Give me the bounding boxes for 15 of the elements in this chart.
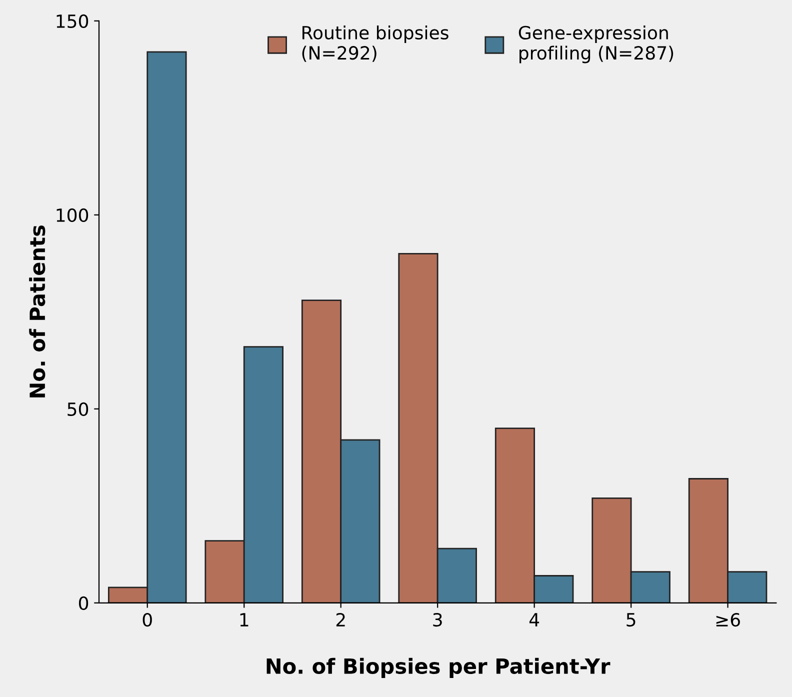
legend-label: Routine biopsies (N=292): [302, 26, 448, 62]
x-tick-label: ≥6: [716, 612, 740, 627]
x-tick-label: 5: [626, 613, 636, 627]
x-tick-label: 1: [240, 613, 248, 626]
y-tick-label: 0: [78, 596, 88, 610]
legend-label: Gene-expression profiling (N=287): [518, 26, 674, 64]
x-tick-label: 0: [142, 612, 152, 627]
y-tick-label: 150: [56, 14, 88, 28]
x-axis-title: No. of Biopsies per Patient-Yr: [266, 658, 610, 678]
x-tick-label: 3: [433, 612, 442, 627]
x-tick-label: 2: [336, 612, 345, 626]
x-tick-label: 4: [529, 613, 540, 626]
y-tick-label: 50: [68, 402, 88, 416]
y-axis-title: No. of Patients: [29, 226, 46, 398]
y-tick-label: 100: [56, 208, 88, 222]
